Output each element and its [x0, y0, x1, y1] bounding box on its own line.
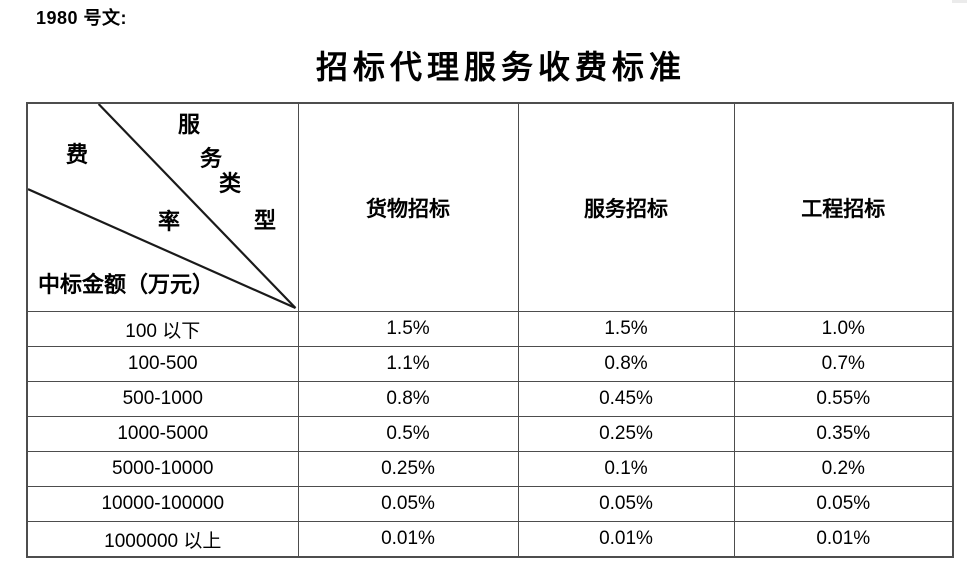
rate-cell: 0.25%: [297, 451, 519, 487]
rate-cell: 0.01%: [733, 521, 954, 558]
col-header-engineering-bidding: 工程招标: [733, 102, 954, 312]
corner-label-service-type-char1: 服: [178, 112, 201, 137]
rate-cell: 0.05%: [733, 486, 954, 522]
col-header-service-bidding: 服务招标: [517, 102, 735, 312]
col-header-goods-bidding: 货物招标: [297, 102, 519, 312]
rate-cell: 0.35%: [733, 416, 954, 452]
rate-cell: 0.45%: [517, 381, 735, 417]
rate-cell: 0.05%: [297, 486, 519, 522]
header-row: 服 务 类 型 费 率 中标金额（万元） 货物招标 服务招标 工程招标: [26, 102, 954, 312]
corner-header-cell: 服 务 类 型 费 率 中标金额（万元）: [26, 102, 299, 312]
amount-range-cell: 10000-100000: [26, 486, 299, 522]
rate-cell: 0.1%: [517, 451, 735, 487]
corner-label-service-type-char4: 型: [254, 208, 277, 233]
corner-label-service-type-char3: 类: [219, 171, 242, 196]
page-title: 招标代理服务收费标准: [316, 49, 687, 85]
corner-label-rate-char1: 费: [66, 142, 89, 167]
table-row: 10000-100000 0.05% 0.05% 0.05%: [26, 486, 954, 522]
table-row: 500-1000 0.8% 0.45% 0.55%: [26, 381, 954, 417]
amount-range-cell: 5000-10000: [26, 451, 299, 487]
doc-number-label: 1980 号文:: [36, 8, 128, 28]
rate-cell: 0.8%: [517, 346, 735, 382]
corner-label-service-type-char2: 务: [200, 146, 223, 171]
rate-cell: 0.25%: [517, 416, 735, 452]
table-row: 1000000 以上 0.01% 0.01% 0.01%: [26, 521, 954, 558]
fee-standard-table: 服 务 类 型 费 率 中标金额（万元） 货物招标 服务招标 工程招标 100 …: [26, 102, 954, 558]
amount-range-cell: 1000000 以上: [26, 521, 299, 558]
table-row: 1000-5000 0.5% 0.25% 0.35%: [26, 416, 954, 452]
rate-cell: 0.7%: [733, 346, 954, 382]
rate-cell: 0.2%: [733, 451, 954, 487]
amount-range-cell: 100 以下: [26, 311, 299, 347]
table-row: 5000-10000 0.25% 0.1% 0.2%: [26, 451, 954, 487]
rate-cell: 0.01%: [517, 521, 735, 558]
table-row: 100 以下 1.5% 1.5% 1.0%: [26, 311, 954, 347]
amount-range-cell: 1000-5000: [26, 416, 299, 452]
rate-cell: 0.8%: [297, 381, 519, 417]
rate-cell: 1.0%: [733, 311, 954, 347]
scrollbar-fragment: [952, 0, 967, 3]
rate-cell: 1.5%: [297, 311, 519, 347]
table-row: 100-500 1.1% 0.8% 0.7%: [26, 346, 954, 382]
rate-cell: 1.1%: [297, 346, 519, 382]
diagonal-line-lower: [28, 188, 296, 310]
corner-label-rate-char2: 率: [158, 209, 181, 234]
rate-cell: 0.05%: [517, 486, 735, 522]
diagonal-lines: [28, 104, 297, 310]
diagonal-line-upper: [97, 104, 297, 309]
amount-range-cell: 500-1000: [26, 381, 299, 417]
corner-label-amount: 中标金额（万元）: [38, 272, 215, 297]
rate-cell: 0.55%: [733, 381, 954, 417]
rate-cell: 1.5%: [517, 311, 735, 347]
amount-range-cell: 100-500: [26, 346, 299, 382]
rate-cell: 0.5%: [297, 416, 519, 452]
rate-cell: 0.01%: [297, 521, 519, 558]
